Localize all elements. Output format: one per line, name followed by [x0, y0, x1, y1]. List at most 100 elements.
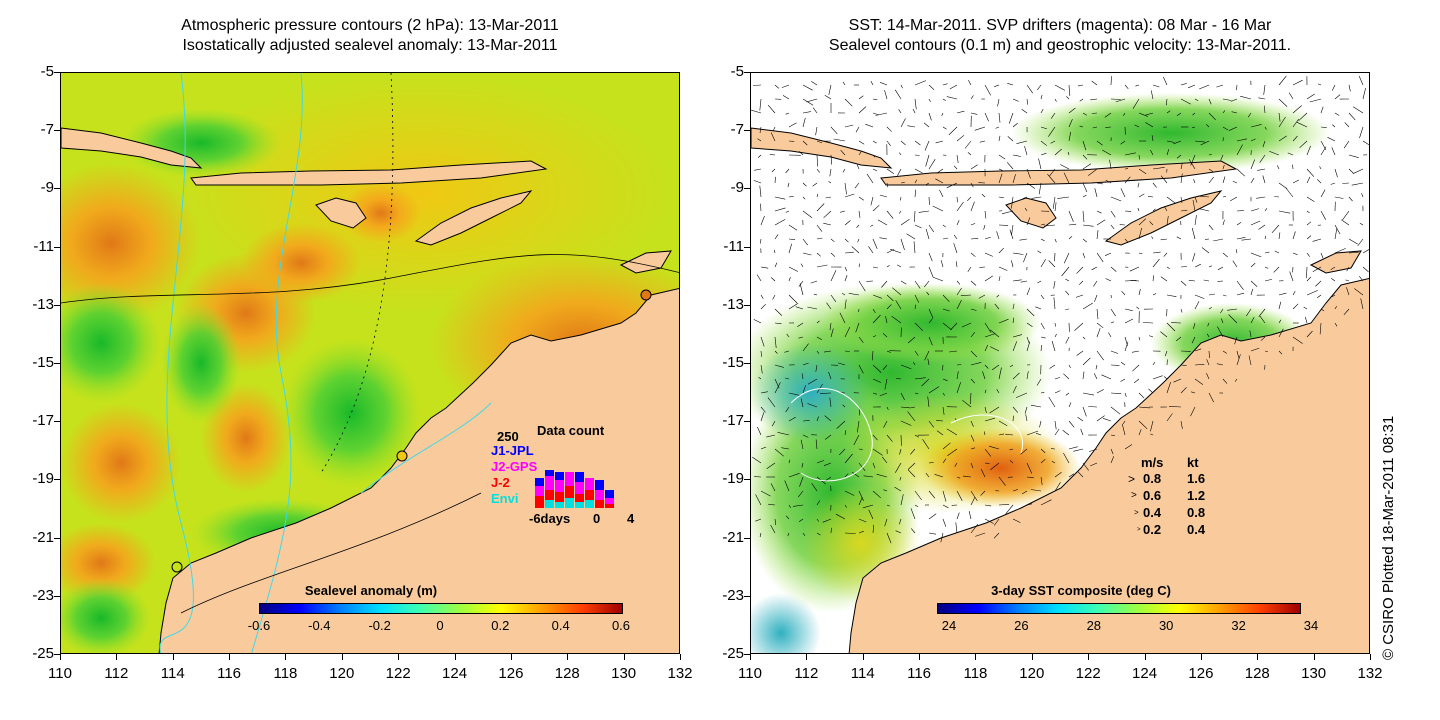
velocity-vector [1250, 347, 1260, 352]
velocity-vector [872, 98, 878, 100]
velocity-vector [962, 399, 972, 408]
velocity-vector [1152, 84, 1160, 88]
velocity-vector [925, 228, 930, 240]
velocity-vector [1110, 308, 1116, 317]
velocity-vector [942, 126, 947, 130]
velocity-vector [797, 322, 804, 328]
velocity-vector [1026, 217, 1031, 226]
velocity-vector [910, 528, 916, 534]
velocity-vector [1030, 404, 1042, 408]
velocity-vector [802, 117, 806, 128]
velocity-vector [1031, 196, 1042, 199]
left-y-tick-mark [54, 479, 60, 481]
velocity-vector [1091, 266, 1098, 271]
velocity-vector [806, 98, 818, 103]
velocity-vector [1061, 266, 1070, 277]
velocity-vector [1250, 178, 1255, 184]
velocity-vector [910, 448, 916, 455]
velocity-vector [1124, 341, 1129, 352]
velocity-vector [824, 415, 832, 422]
velocity-vector [1190, 406, 1196, 417]
right-colorbar-title: 3-day SST composite (deg C) [991, 583, 1171, 598]
velocity-vector [984, 275, 993, 282]
velocity-vector [953, 234, 958, 240]
velocity-vector [1082, 154, 1088, 160]
velocity-vector [830, 328, 834, 338]
right-x-tick-label: 112 [794, 665, 819, 682]
velocity-vector [1050, 140, 1056, 144]
sealevel-contour [180, 492, 482, 614]
velocity-vector [1039, 420, 1042, 428]
velocity-vector [940, 260, 944, 268]
velocity-vector [1021, 108, 1028, 114]
velocity-vector [872, 335, 877, 338]
anomaly-blob [161, 303, 241, 423]
velocity-vector [865, 123, 874, 128]
velocity-vector [879, 194, 888, 198]
velocity-vector [759, 126, 762, 134]
velocity-vector [897, 264, 902, 268]
velocity-vector [1025, 414, 1028, 422]
velocity-vector [1188, 279, 1196, 282]
velocity-vector [994, 84, 1000, 87]
sst-blob [821, 283, 1041, 363]
velocity-vector [774, 262, 778, 268]
sst-blob [921, 428, 1081, 508]
velocity-vector [1074, 322, 1084, 331]
velocity-vector [956, 476, 961, 479]
left-y-tick-label: -19 [32, 470, 54, 488]
left-y-tick-label: -23 [32, 586, 54, 604]
left-y-tick-label: -5 [40, 63, 54, 80]
velocity-vector [1009, 448, 1014, 451]
velocity-vector [879, 82, 888, 86]
velocity-vector [1354, 288, 1364, 296]
velocity-vector [1278, 328, 1284, 338]
velocity-vector [1166, 381, 1171, 394]
velocity-vector [1191, 391, 1196, 394]
velocity-vector [1203, 279, 1210, 282]
velocity-vector [886, 304, 892, 310]
velocity-vector [981, 193, 986, 198]
velocity-vector [1124, 238, 1129, 243]
velocity-vector [844, 453, 853, 464]
velocity-vector [970, 420, 974, 427]
velocity-vector [906, 233, 916, 240]
velocity-vector [1021, 490, 1028, 495]
velocity-vector [1082, 112, 1087, 116]
velocity-vector [1320, 252, 1324, 259]
velocity-vector [1132, 364, 1140, 372]
velocity-vector [935, 140, 944, 144]
sumba-island [315, 197, 367, 229]
velocity-vector [1005, 433, 1014, 436]
velocity-vector [942, 98, 946, 101]
velocity-vector [879, 392, 888, 397]
velocity-vector [858, 364, 864, 374]
velocity-vector [970, 223, 976, 226]
velocity-vector [1088, 168, 1098, 176]
velocity-vector [1359, 222, 1364, 226]
velocity-vector [1012, 122, 1018, 128]
velocity-vector [1236, 138, 1248, 142]
velocity-vector [1348, 168, 1354, 174]
velocity-vector [1138, 112, 1149, 117]
velocity-vector [1082, 194, 1087, 198]
inset-bar-segment [575, 482, 584, 494]
velocity-vector [807, 378, 818, 385]
velocity-vector [1222, 294, 1227, 297]
velocity-vector [1236, 354, 1241, 366]
velocity-vector [855, 322, 860, 333]
velocity-vector [886, 140, 891, 146]
velocity-legend-kt-value: 1.6 [1187, 471, 1206, 486]
colorbar-tick-label: 24 [941, 618, 957, 633]
velocity-vector [844, 266, 848, 272]
velocity-vector [1306, 221, 1312, 226]
velocity-vector [1208, 350, 1210, 359]
velocity-vector [1012, 98, 1019, 102]
velocity-vector [1091, 112, 1098, 114]
velocity-vector [1026, 287, 1031, 296]
velocity-vector [956, 364, 962, 366]
inset-bar-segment [565, 486, 574, 498]
velocity-vector [1236, 168, 1246, 177]
velocity-vector [774, 176, 776, 184]
velocity-vector [816, 320, 820, 324]
